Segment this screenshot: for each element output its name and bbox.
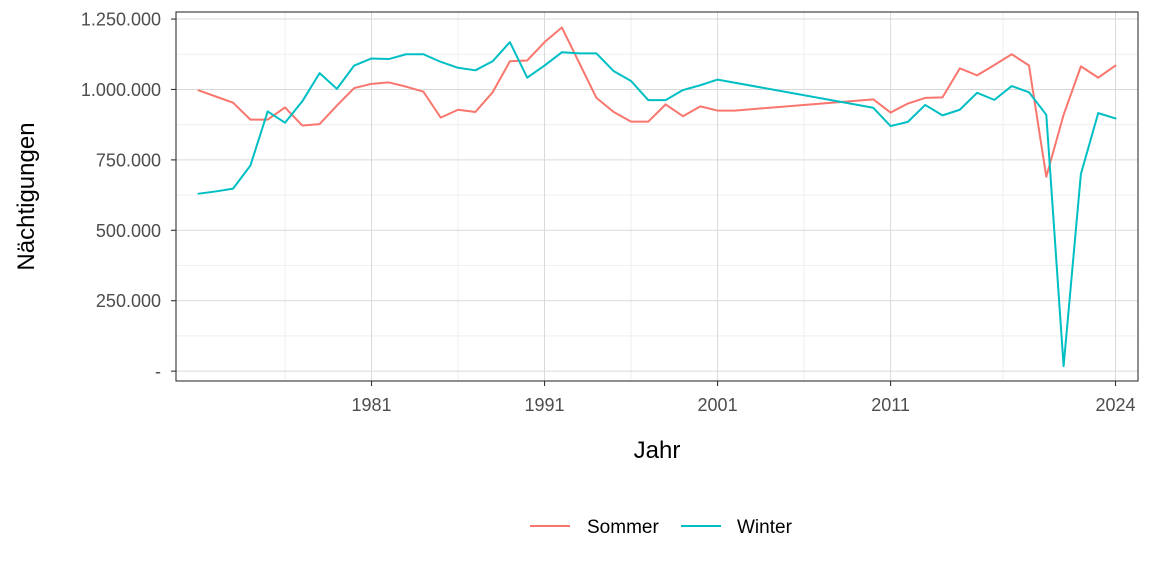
legend-label: Winter xyxy=(737,517,793,538)
legend-item-sommer: Sommer xyxy=(530,517,659,538)
y-tick-label: 750.000 xyxy=(96,150,161,170)
grid-minor xyxy=(176,12,1138,381)
y-axis: - 250.000 500.000 750.000 1.000.000 1.250.000 xyxy=(81,10,176,382)
y-tick-label: 1.000.000 xyxy=(81,80,161,100)
y-tick-label: - xyxy=(155,362,161,382)
series-layer xyxy=(197,26,1117,368)
legend-item-winter: Winter xyxy=(681,517,793,538)
x-tick-label: 2001 xyxy=(698,395,738,415)
x-tick-label: 2011 xyxy=(871,395,910,415)
panel-border xyxy=(175,11,1139,382)
x-axis-title: Jahr xyxy=(634,437,681,464)
series-line-winter xyxy=(197,41,1117,368)
x-axis: 1981 1991 2001 2011 2024 xyxy=(351,381,1136,415)
y-tick-label: 500.000 xyxy=(96,221,161,241)
series-line-sommer xyxy=(197,26,1117,178)
grid-major xyxy=(176,12,1138,381)
x-tick-label: 1981 xyxy=(351,395,391,415)
y-tick-label: 250.000 xyxy=(96,291,161,311)
x-tick-label: 2024 xyxy=(1095,395,1135,415)
y-tick-label: 1.250.000 xyxy=(81,10,161,30)
legend-label: Sommer xyxy=(587,517,659,538)
x-tick-label: 1991 xyxy=(525,395,565,415)
legend: Sommer Winter xyxy=(530,517,793,538)
y-axis-title: Nächtigungen xyxy=(13,122,40,270)
